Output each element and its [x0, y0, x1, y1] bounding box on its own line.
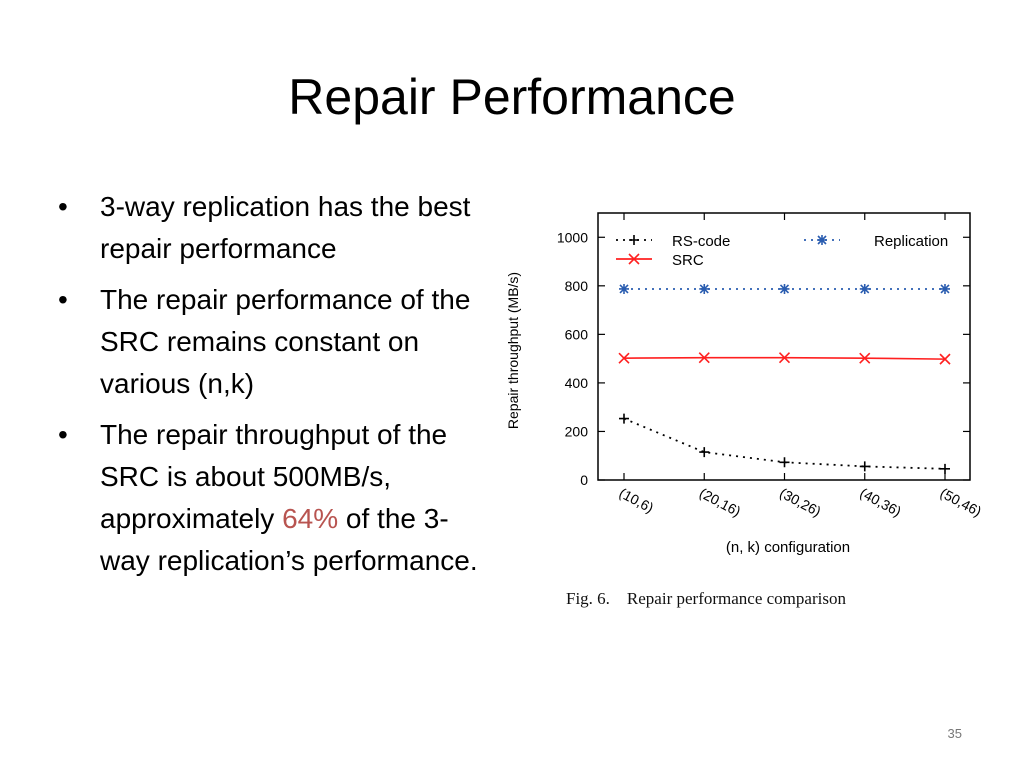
data-point-rs-code: [619, 413, 629, 424]
x-tick-label: (50,46): [938, 485, 985, 520]
x-axis-label: (n, k) configuration: [726, 539, 850, 556]
bullet-text: 3-way replication has the best repair pe…: [100, 191, 471, 264]
legend-marker-replication: [817, 235, 827, 245]
repair-throughput-chart: 0 200 400 600 800 1000 (10,6) (20,16) (30,26) (40…: [505, 212, 985, 556]
y-tick-label: 800: [565, 278, 589, 294]
bullet-item: • The repair performance of the SRC remai…: [58, 279, 488, 405]
y-tick-label: 1000: [557, 229, 588, 245]
data-point-replication: [940, 283, 950, 294]
data-point-replication: [699, 283, 710, 294]
page-number: 35: [947, 726, 962, 741]
bullet-item: • The repair throughput of the SRC is abo…: [58, 414, 488, 582]
legend-label-src: SRC: [672, 252, 704, 269]
data-point-replication: [779, 283, 790, 294]
bullet-dot: •: [58, 191, 68, 222]
data-point-src: [939, 353, 951, 365]
slide-title: Repair Performance: [288, 69, 736, 125]
x-tick-label: (10,6): [617, 485, 657, 516]
y-tick-label: 200: [565, 423, 589, 439]
data-point-rs-code: [859, 461, 870, 472]
legend-marker-rs-code: [629, 235, 639, 245]
bullet-dot: •: [58, 284, 68, 315]
y-tick-label: 600: [565, 326, 589, 342]
data-point-src: [698, 352, 710, 364]
plot-frame: [597, 212, 971, 481]
bullet-dot: •: [58, 419, 68, 450]
data-point-rs-code: [779, 457, 790, 468]
data-point-src: [859, 352, 871, 364]
y-tick-label: 0: [580, 472, 588, 488]
data-point-replication: [619, 283, 629, 294]
bullet-text: The repair performance of the SRC remain…: [100, 284, 471, 399]
data-point-src: [778, 352, 791, 364]
data-point-rs-code: [940, 463, 950, 474]
bullet-text: of the 3-way replication’s performance.: [100, 503, 478, 576]
x-tick-label: (40,36): [857, 485, 904, 520]
figure-caption: Fig. 6. Repair performance comparison: [566, 589, 846, 608]
y-tick-label: 400: [565, 375, 589, 391]
x-tick-label: (30,26): [777, 485, 824, 520]
legend-label-rs-code: RS-code: [672, 233, 730, 250]
bullet-highlight-text: 64%: [282, 503, 339, 534]
legend-marker-src: [628, 253, 640, 265]
data-point-src: [618, 352, 630, 364]
y-axis-label: Repair throughput (MB/s): [505, 272, 521, 429]
series-line-rs-code: [623, 417, 946, 470]
bullet-item: • 3-way replication has the best repair p…: [58, 186, 488, 270]
data-point-replication: [859, 283, 870, 294]
legend-label-replication: Replication: [874, 233, 948, 250]
x-tick-label: (20,16): [697, 485, 744, 520]
bullet-text: The repair throughput of the SRC is abou…: [100, 419, 448, 534]
data-point-rs-code: [699, 447, 710, 458]
bullet-list: • 3-way replication has the best repair p…: [58, 186, 488, 591]
